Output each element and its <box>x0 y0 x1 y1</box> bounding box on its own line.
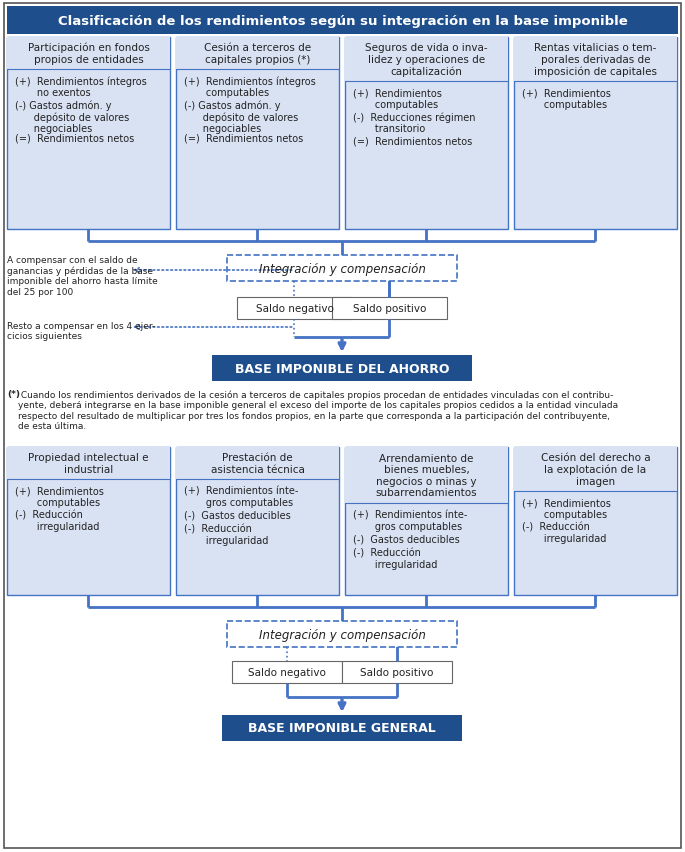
Text: (-)  Reducción
       irregularidad: (-) Reducción irregularidad <box>15 509 99 531</box>
Text: (+)  Rendimientos
       computables: (+) Rendimientos computables <box>15 486 104 507</box>
Text: (+)  Rendimientos ínte-
       gros computables: (+) Rendimientos ínte- gros computables <box>184 486 299 507</box>
Text: (=)  Rendimientos netos: (=) Rendimientos netos <box>184 134 303 143</box>
Bar <box>332 297 447 320</box>
Text: (+)  Rendimientos íntegros
       computables: (+) Rendimientos íntegros computables <box>184 76 316 98</box>
Bar <box>227 256 457 282</box>
Bar <box>176 38 339 230</box>
Text: Integración y compensación: Integración y compensación <box>258 262 425 275</box>
Bar <box>342 661 452 683</box>
Bar <box>7 38 170 230</box>
Text: Integración y compensación: Integración y compensación <box>258 628 425 641</box>
Text: (-)  Gastos deducibles: (-) Gastos deducibles <box>353 533 460 544</box>
Text: Cesión a terceros de
capitales propios (*): Cesión a terceros de capitales propios (… <box>204 43 311 65</box>
Text: (-) Gastos admón. y
      depósito de valores
      negociables: (-) Gastos admón. y depósito de valores … <box>184 100 298 134</box>
Bar <box>222 715 462 741</box>
Text: Cesión del derecho a
la explotación de la
imagen: Cesión del derecho a la explotación de l… <box>540 452 650 486</box>
Bar <box>227 621 457 648</box>
Bar <box>237 297 352 320</box>
Text: (-)  Gastos deducibles: (-) Gastos deducibles <box>184 509 290 520</box>
Text: Participación en fondos
propios de entidades: Participación en fondos propios de entid… <box>27 43 149 65</box>
Text: Saldo positivo: Saldo positivo <box>353 303 426 314</box>
Bar <box>345 38 508 230</box>
Text: Arrendamiento de
bienes muebles,
negocios o minas y
subarrendamientos: Arrendamiento de bienes muebles, negocio… <box>375 453 477 498</box>
Text: (+)  Rendimientos
       computables: (+) Rendimientos computables <box>353 88 442 109</box>
Bar <box>176 447 339 596</box>
Text: Seguros de vida o inva-
lidez y operaciones de
capitalización: Seguros de vida o inva- lidez y operacio… <box>365 43 488 77</box>
Text: BASE IMPONIBLE DEL AHORRO: BASE IMPONIBLE DEL AHORRO <box>235 362 449 375</box>
Text: (-)  Reducción
       irregularidad: (-) Reducción irregularidad <box>522 521 606 543</box>
Bar <box>345 38 508 82</box>
Text: (-)  Reducción
       irregularidad: (-) Reducción irregularidad <box>353 548 438 569</box>
Text: Rentas vitalicias o tem-
porales derivadas de
imposición de capitales: Rentas vitalicias o tem- porales derivad… <box>534 43 657 77</box>
Bar <box>176 447 339 480</box>
Text: (=)  Rendimientos netos: (=) Rendimientos netos <box>15 134 134 143</box>
Text: Saldo negativo: Saldo negativo <box>248 667 326 677</box>
Text: (-)  Reducción
       irregularidad: (-) Reducción irregularidad <box>184 524 269 545</box>
Text: Cuando los rendimientos derivados de la cesión a terceros de capitales propios p: Cuando los rendimientos derivados de la … <box>18 389 618 431</box>
Bar <box>514 38 677 230</box>
Text: (=)  Rendimientos netos: (=) Rendimientos netos <box>353 135 472 146</box>
Text: (-) Gastos admón. y
      depósito de valores
      negociables: (-) Gastos admón. y depósito de valores … <box>15 100 129 134</box>
Bar <box>7 447 170 480</box>
Text: (+)  Rendimientos íntegros
       no exentos: (+) Rendimientos íntegros no exentos <box>15 76 147 98</box>
Text: Saldo negativo: Saldo negativo <box>256 303 334 314</box>
Bar <box>212 355 472 382</box>
Text: (+)  Rendimientos
       computables: (+) Rendimientos computables <box>522 88 611 109</box>
Bar <box>514 38 677 82</box>
Text: BASE IMPONIBLE GENERAL: BASE IMPONIBLE GENERAL <box>248 722 436 734</box>
Text: Saldo positivo: Saldo positivo <box>360 667 434 677</box>
Text: A compensar con el saldo de
ganancias y pérdidas de la base
imponible del ahorro: A compensar con el saldo de ganancias y … <box>7 256 158 296</box>
Bar <box>345 447 508 504</box>
Text: (+)  Rendimientos
       computables: (+) Rendimientos computables <box>522 498 611 519</box>
Bar <box>514 447 677 596</box>
Text: Clasificación de los rendimientos según su integración en la base imponible: Clasificación de los rendimientos según … <box>58 14 627 27</box>
Bar <box>7 447 170 596</box>
Text: (+)  Rendimientos ínte-
       gros computables: (+) Rendimientos ínte- gros computables <box>353 509 467 531</box>
Bar <box>7 7 678 35</box>
Bar <box>7 38 170 70</box>
Bar <box>232 661 342 683</box>
Text: (*): (*) <box>7 389 20 399</box>
Bar <box>514 447 677 492</box>
Text: (-)  Reducciones régimen
       transitorio: (-) Reducciones régimen transitorio <box>353 112 475 134</box>
Bar <box>345 447 508 596</box>
Text: Resto a compensar en los 4 ejer-
cicios siguientes: Resto a compensar en los 4 ejer- cicios … <box>7 321 155 341</box>
Text: Prestación de
asistencia técnica: Prestación de asistencia técnica <box>210 452 304 475</box>
Text: Propiedad intelectual e
industrial: Propiedad intelectual e industrial <box>28 452 149 475</box>
Bar <box>176 38 339 70</box>
